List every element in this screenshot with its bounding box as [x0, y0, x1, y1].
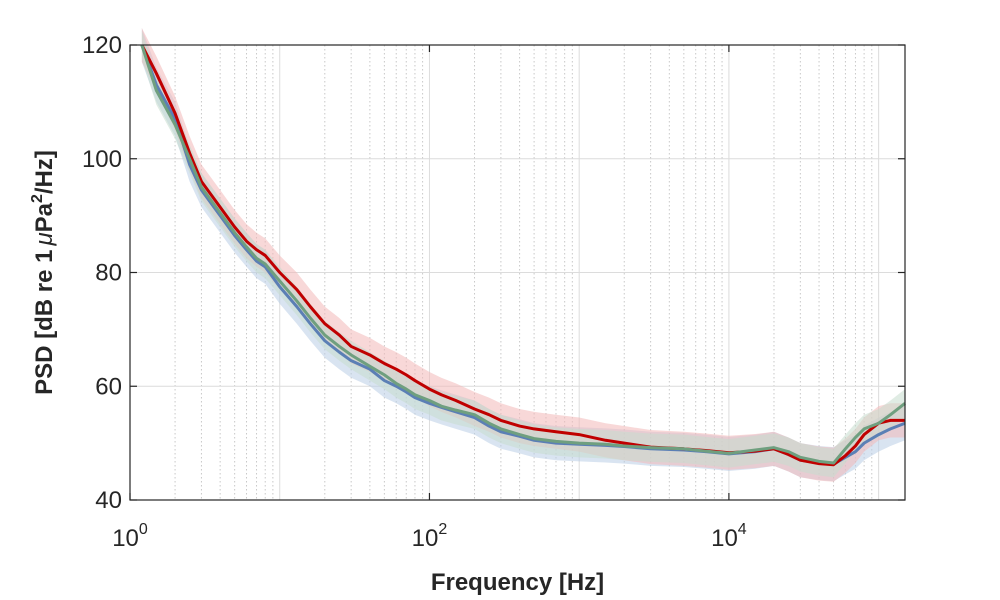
- y-axis-title-sup: 2: [29, 194, 46, 203]
- y-axis-title-main: PSD [dB re 1: [31, 250, 58, 395]
- y-axis-title-unit: Pa: [31, 202, 58, 232]
- y-axis-title-mu: μ: [31, 232, 58, 246]
- y-axis-title-tail: /Hz]: [31, 150, 58, 194]
- axis-ticks: 40 60 80 100 120 100 102 104: [82, 32, 905, 552]
- x-axis-title: Frequency [Hz]: [431, 569, 604, 596]
- series-2-line: [140, 44, 905, 467]
- y-tick-label: 60: [95, 373, 122, 400]
- y-tick-label: 100: [82, 146, 122, 173]
- y-tick-label: 120: [82, 32, 122, 59]
- y-axis-title: PSD [dB re 1 μPa2/Hz]: [29, 150, 58, 395]
- x-tick-label: 100: [112, 521, 148, 552]
- series-lines: [140, 44, 906, 467]
- x-tick-label: 102: [412, 521, 448, 552]
- series-3-line: [140, 44, 906, 465]
- y-tick-label: 80: [95, 260, 122, 287]
- y-tick-label: 40: [95, 487, 122, 514]
- x-tick-label: 104: [711, 521, 747, 552]
